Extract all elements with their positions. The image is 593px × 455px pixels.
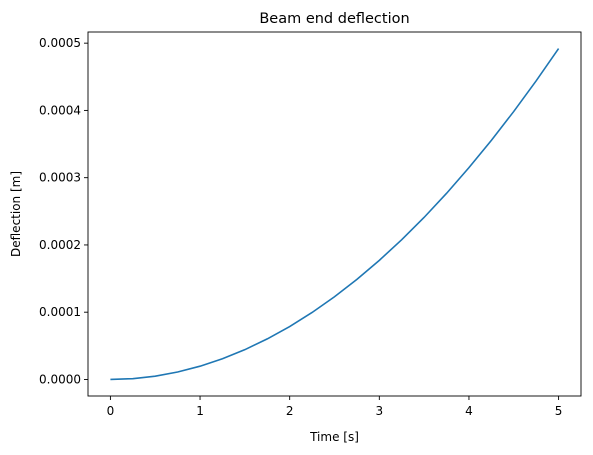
y-tick-label: 0.0004 (39, 103, 81, 117)
x-tick-label: 3 (375, 404, 383, 418)
x-tick-label: 4 (465, 404, 473, 418)
y-tick-label: 0.0001 (39, 305, 81, 319)
y-axis: 0.0000 0.0001 0.0002 0.0003 0.0004 0.0005 (39, 36, 88, 386)
y-axis-label: Deflection [m] (9, 171, 23, 257)
plot-frame (87, 31, 582, 397)
x-tick-label: 5 (555, 404, 563, 418)
x-axis-label: Time [s] (309, 430, 359, 444)
x-tick-label: 0 (107, 404, 115, 418)
chart-title: Beam end deflection (259, 11, 409, 27)
y-tick-label: 0.0003 (39, 171, 81, 185)
y-tick-label: 0.0005 (39, 36, 81, 50)
y-tick-label: 0.0000 (39, 372, 81, 386)
series-line (110, 48, 560, 381)
x-axis: 0 1 2 3 4 5 (107, 396, 563, 418)
y-tick-label: 0.0002 (39, 238, 81, 252)
x-tick-label: 2 (286, 404, 294, 418)
x-tick-label: 1 (196, 404, 204, 418)
